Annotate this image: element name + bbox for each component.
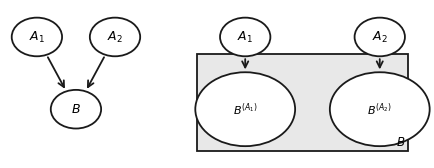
Text: $A_1$: $A_1$ <box>237 29 253 45</box>
FancyBboxPatch shape <box>197 54 408 151</box>
Ellipse shape <box>220 18 270 56</box>
Text: $A_2$: $A_2$ <box>372 29 388 45</box>
Text: $B^{(A_1)}$: $B^{(A_1)}$ <box>233 101 258 117</box>
Text: $B^{(A_2)}$: $B^{(A_2)}$ <box>367 101 392 117</box>
Ellipse shape <box>195 72 295 146</box>
Ellipse shape <box>330 72 430 146</box>
Ellipse shape <box>90 18 140 56</box>
Ellipse shape <box>51 90 101 129</box>
Ellipse shape <box>12 18 62 56</box>
Text: $B$: $B$ <box>396 136 406 149</box>
Text: $A_2$: $A_2$ <box>107 29 123 45</box>
Text: $B$: $B$ <box>71 103 81 116</box>
Text: $A_1$: $A_1$ <box>29 29 45 45</box>
Ellipse shape <box>355 18 405 56</box>
